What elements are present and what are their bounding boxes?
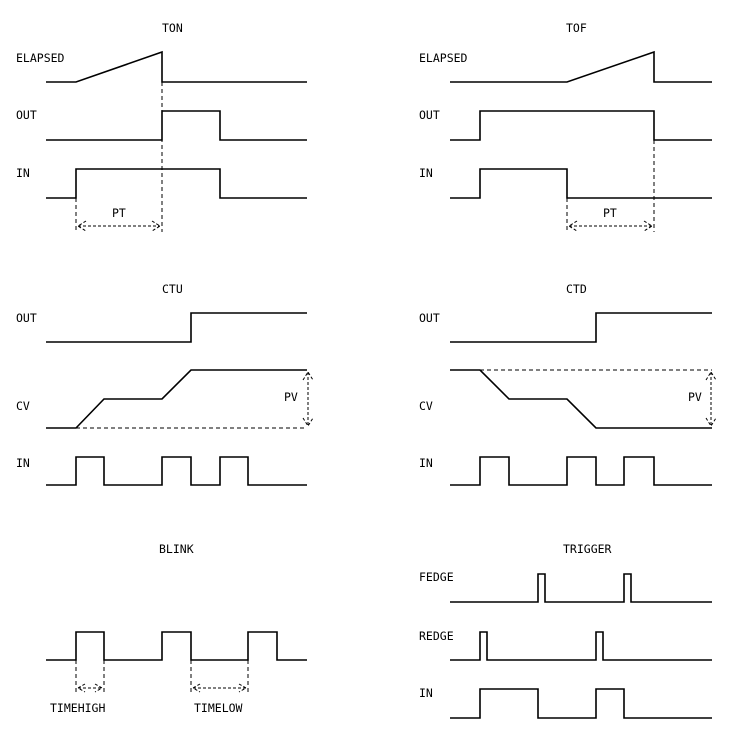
tof-panel: TOF ELAPSED OUT IN PT — [419, 21, 712, 232]
ctd-panel: CTD OUT CV IN PV — [419, 282, 717, 486]
ctu-panel: CTU OUT CV IN PV — [16, 282, 314, 486]
tof-pt-arrowhead-right — [643, 220, 653, 232]
blink-timelow-arrowhead-left — [191, 683, 201, 693]
ctu-pv-label: PV — [284, 390, 298, 404]
trigger-in-trace — [450, 688, 712, 719]
blink-panel: BLINK TIMEHIGH TIMELOW — [46, 542, 307, 715]
ctd-pv-arrowhead-top — [705, 371, 717, 381]
ctu-cv-label: CV — [16, 399, 30, 413]
ctd-pv-arrowhead-bottom — [705, 417, 717, 427]
ctu-out-trace — [46, 312, 307, 343]
trigger-fedge-label: FEDGE — [419, 570, 454, 584]
ctd-cv-label: CV — [419, 399, 433, 413]
tof-out-trace — [450, 110, 712, 141]
trigger-fedge-trace — [450, 573, 712, 603]
blink-timehigh-arrowhead-left — [76, 683, 86, 693]
tof-title: TOF — [566, 21, 587, 35]
tof-pt-arrowhead-left — [568, 220, 578, 232]
tof-pt-label: PT — [603, 206, 617, 220]
tof-in-trace — [450, 168, 712, 199]
ton-pt-arrowhead-left — [77, 220, 87, 232]
tof-elapsed-trace — [450, 50, 712, 83]
ctu-title: CTU — [162, 282, 183, 296]
ctu-cv-trace — [46, 369, 307, 429]
ton-elapsed-trace — [46, 50, 307, 83]
ctd-in-label: IN — [419, 456, 433, 470]
trigger-redge-trace — [450, 631, 712, 661]
ctd-cv-trace — [450, 369, 712, 429]
ctu-in-label: IN — [16, 456, 30, 470]
tof-in-label: IN — [419, 166, 433, 180]
ton-panel: TON ELAPSED OUT IN PT — [16, 21, 307, 232]
blink-timehigh-label: TIMEHIGH — [50, 701, 105, 715]
ctd-out-trace — [450, 312, 712, 343]
blink-timelow-arrowhead-right — [238, 683, 248, 693]
trigger-redge-label: REDGE — [419, 629, 454, 643]
ton-elapsed-label: ELAPSED — [16, 51, 65, 65]
ton-pt-arrowhead-right — [151, 220, 161, 232]
ctu-in-trace — [46, 456, 307, 486]
ton-out-label: OUT — [16, 108, 37, 122]
ton-in-trace — [46, 168, 307, 199]
ton-title: TON — [162, 21, 183, 35]
ctd-out-label: OUT — [419, 311, 440, 325]
trigger-panel: TRIGGER FEDGE REDGE IN — [419, 542, 712, 719]
trigger-title: TRIGGER — [563, 542, 612, 556]
ctu-out-label: OUT — [16, 311, 37, 325]
blink-title: BLINK — [159, 542, 194, 556]
ctu-pv-arrowhead-top — [302, 371, 314, 381]
ton-pt-label: PT — [112, 206, 126, 220]
blink-timelow-label: TIMELOW — [194, 701, 243, 715]
ton-in-label: IN — [16, 166, 30, 180]
ctd-pv-label: PV — [688, 390, 702, 404]
blink-out-trace — [46, 631, 307, 661]
tof-out-label: OUT — [419, 108, 440, 122]
blink-timehigh-arrowhead-right — [94, 683, 104, 693]
ctd-title: CTD — [566, 282, 587, 296]
ctd-in-trace — [450, 456, 712, 486]
tof-elapsed-label: ELAPSED — [419, 51, 468, 65]
ton-out-trace — [46, 110, 307, 141]
trigger-in-label: IN — [419, 686, 433, 700]
ctu-pv-arrowhead-bottom — [302, 417, 314, 427]
